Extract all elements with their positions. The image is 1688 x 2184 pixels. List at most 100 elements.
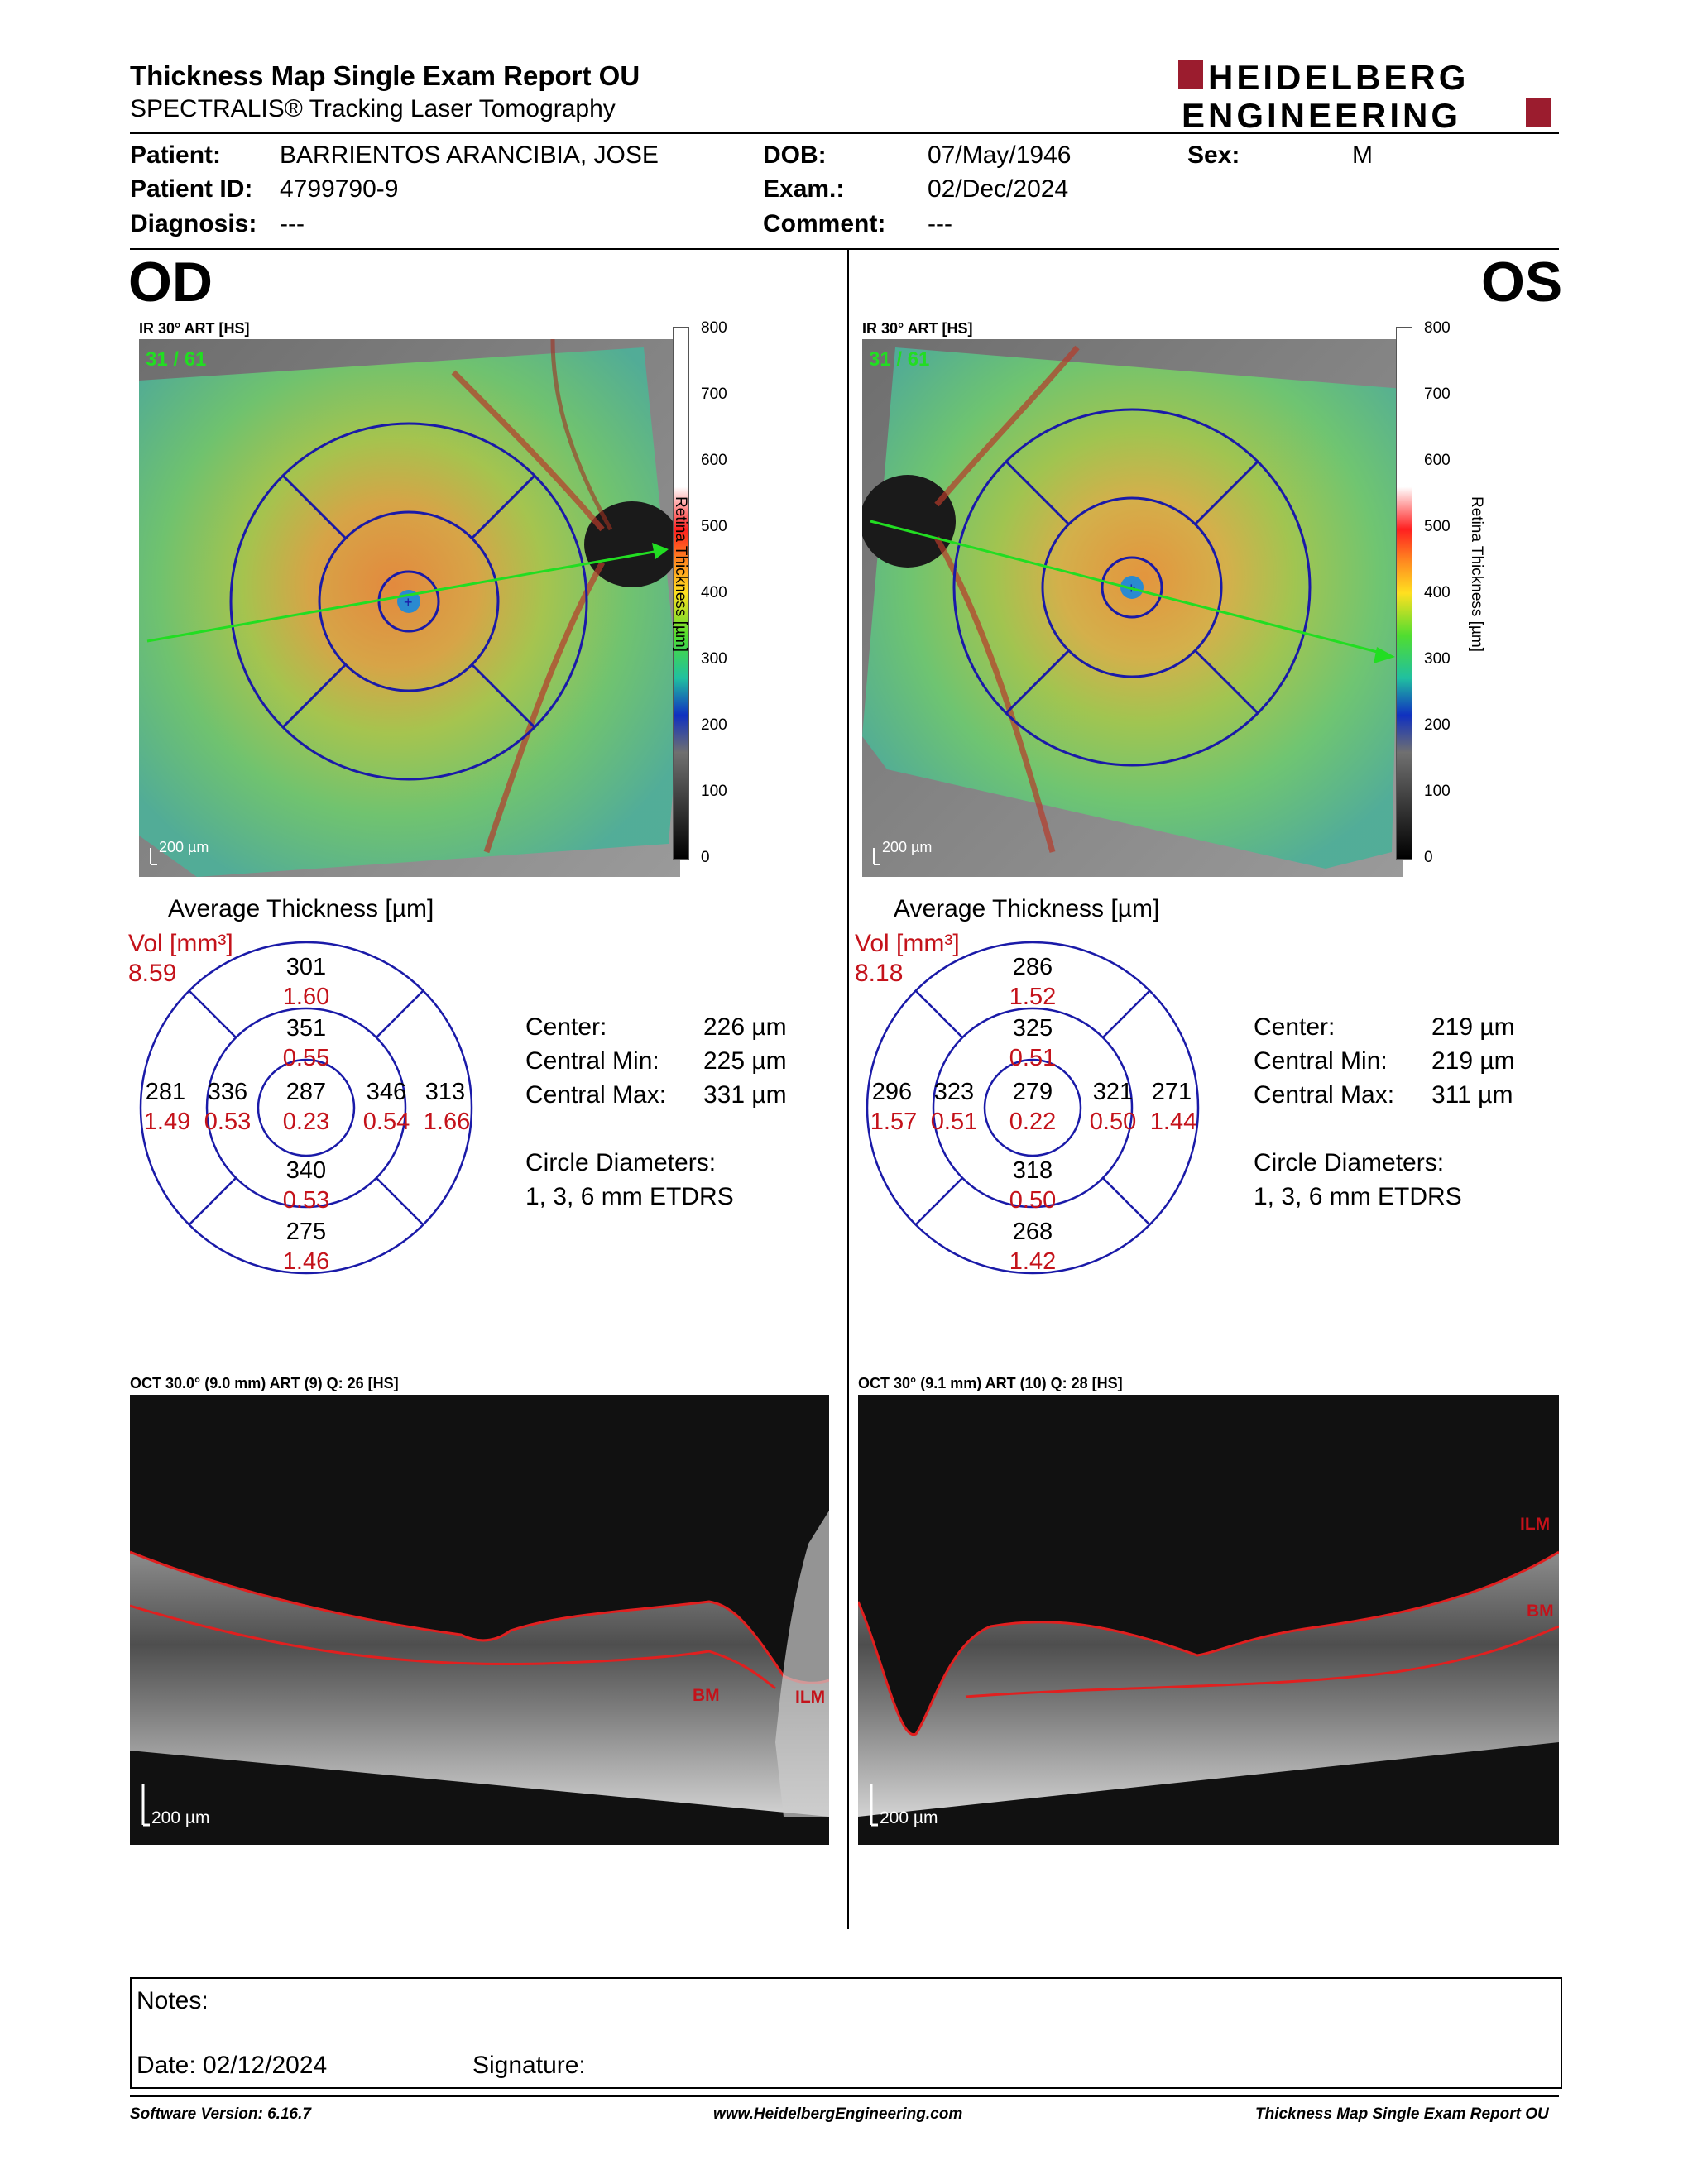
od-outer-temp-vol: 1.49	[144, 1109, 190, 1135]
svg-text:200: 200	[701, 716, 727, 734]
svg-text:0: 0	[1424, 849, 1433, 866]
os-oct-label: OCT 30° (9.1 mm) ART (10) Q: 28 [HS]	[858, 1375, 1123, 1391]
od-outer-sup-vol: 1.60	[283, 984, 329, 1010]
od-thickness-map: + 31 / 61 200 µm	[139, 339, 680, 877]
od-cmax-label: Central Max:	[525, 1081, 667, 1109]
svg-text:0: 0	[701, 849, 710, 866]
os-inner-temp-vol: 0.51	[931, 1109, 977, 1135]
logo-text-2: ENGINEERING	[1182, 96, 1461, 131]
os-outer-temp-thick: 296	[872, 1079, 912, 1105]
svg-text:100: 100	[701, 783, 727, 800]
svg-text:200: 200	[1424, 716, 1451, 734]
patient-label: Patient:	[130, 141, 222, 169]
os-avg-title: Average Thickness [µm]	[894, 895, 1160, 922]
os-circle-value: 1, 3, 6 mm ETDRS	[1254, 1183, 1462, 1210]
dob-label: DOB:	[763, 141, 827, 169]
svg-text:400: 400	[701, 584, 727, 601]
svg-text:700: 700	[1424, 386, 1451, 403]
od-avg-title: Average Thickness [µm]	[168, 895, 434, 922]
od-outer-nasal-vol: 1.66	[424, 1109, 470, 1135]
svg-text:800: 800	[701, 319, 727, 337]
os-etdrs-grid: 286 1.52 325 0.51 296 1.57 323 0.51 279 …	[866, 941, 1200, 1275]
od-cmin-value: 225 µm	[703, 1047, 787, 1075]
od-outer-inf-thick: 275	[286, 1219, 326, 1245]
exam-label: Exam.:	[763, 175, 845, 203]
od-oct-label: OCT 30.0° (9.0 mm) ART (9) Q: 26 [HS]	[130, 1375, 399, 1391]
date-label: Date: 02/12/2024	[137, 2052, 328, 2079]
od-outer-nasal-thick: 313	[425, 1079, 465, 1105]
os-outer-nasal-vol: 1.44	[1150, 1109, 1196, 1135]
os-cmin-label: Central Min:	[1254, 1047, 1388, 1075]
exam-value: 02/Dec/2024	[928, 175, 1069, 203]
os-outer-sup-vol: 1.52	[1009, 984, 1056, 1010]
footer-rule	[130, 2095, 1559, 2097]
os-inner-inf-thick: 318	[1013, 1157, 1053, 1184]
od-outer-temp-thick: 281	[146, 1079, 185, 1105]
svg-text:600: 600	[1424, 452, 1451, 469]
info-rule	[130, 248, 1559, 250]
os-circle-label: Circle Diameters:	[1254, 1149, 1445, 1176]
os-inner-sup-vol: 0.51	[1009, 1045, 1056, 1071]
od-inner-temp-thick: 336	[208, 1079, 247, 1105]
svg-text:400: 400	[1424, 584, 1451, 601]
eye-label-os: OS	[1481, 251, 1563, 314]
heidelberg-logo: HEIDELBERG ENGINEERING	[1178, 58, 1551, 131]
os-center-value: 219 µm	[1431, 1013, 1515, 1041]
od-etdrs-grid: 301 1.60 351 0.55 281 1.49 336 0.53 287 …	[139, 941, 473, 1275]
os-outer-sup-thick: 286	[1013, 954, 1053, 980]
os-inner-sup-thick: 325	[1013, 1015, 1053, 1042]
od-inner-sup-vol: 0.55	[283, 1045, 329, 1071]
os-scale-label: Retina Thickness [µm]	[1468, 496, 1485, 652]
diagnosis-value: ---	[280, 210, 305, 237]
od-cmin-label: Central Min:	[525, 1047, 659, 1075]
od-inner-sup-thick: 351	[286, 1015, 326, 1042]
sex-value: M	[1352, 141, 1373, 169]
os-oct-scalebar: 200 µm	[880, 1808, 938, 1827]
svg-text:500: 500	[1424, 518, 1451, 535]
footer-website[interactable]: www.HeidelbergEngineering.com	[713, 2105, 963, 2123]
svg-text:700: 700	[701, 386, 727, 403]
od-scale-ticks: 800 700 600 500 400 300 200 100 0	[701, 319, 727, 866]
patient-id-label: Patient ID:	[130, 175, 253, 203]
svg-text:+: +	[404, 594, 413, 611]
svg-text:500: 500	[701, 518, 727, 535]
logo-block-bottom	[1526, 98, 1551, 127]
report-subtitle: SPECTRALIS® Tracking Laser Tomography	[130, 95, 616, 122]
od-vol-label: Vol [mm³]	[128, 930, 233, 957]
od-inner-inf-vol: 0.53	[283, 1187, 329, 1214]
os-oct-bscan: ILM BM 200 µm	[858, 1395, 1559, 1845]
od-inner-temp-vol: 0.53	[204, 1109, 251, 1135]
svg-text:300: 300	[701, 650, 727, 668]
od-ir-label: IR 30° ART [HS]	[139, 320, 250, 337]
os-inner-inf-vol: 0.50	[1009, 1187, 1056, 1214]
od-vol-value: 8.59	[128, 960, 177, 987]
od-inner-nasal-thick: 346	[367, 1079, 406, 1105]
diagnosis-label: Diagnosis:	[130, 210, 257, 237]
logo-block-top	[1178, 60, 1203, 89]
eye-label-od: OD	[128, 251, 213, 314]
os-vol-label: Vol [mm³]	[855, 930, 960, 957]
od-center-label: Center:	[525, 1013, 607, 1041]
od-scale-label: Retina Thickness [µm]	[672, 496, 689, 652]
header-rule	[130, 132, 1559, 134]
os-outer-nasal-thick: 271	[1152, 1079, 1192, 1105]
os-frames: 31 / 61	[869, 348, 929, 371]
sex-label: Sex:	[1187, 141, 1240, 169]
footer-software: Software Version: 6.16.7	[130, 2105, 311, 2123]
logo-text-1: HEIDELBERG	[1208, 58, 1469, 97]
od-color-scale	[673, 327, 689, 860]
od-map-scalebar: 200 µm	[159, 839, 209, 855]
notes-box: Notes: Date: 02/12/2024 Signature:	[130, 1977, 1562, 2089]
os-ir-label: IR 30° ART [HS]	[862, 320, 973, 337]
os-outer-temp-vol: 1.57	[870, 1109, 917, 1135]
os-center-thick: 279	[1013, 1079, 1053, 1105]
signature-label: Signature:	[472, 2052, 586, 2079]
os-color-scale	[1396, 327, 1412, 860]
od-center-value: 226 µm	[703, 1013, 787, 1041]
os-outer-inf-thick: 268	[1013, 1219, 1053, 1245]
od-center-thick: 287	[286, 1079, 326, 1105]
os-map-scalebar: 200 µm	[882, 839, 932, 855]
os-bm-label: BM	[1527, 1602, 1554, 1621]
od-ilm-label: ILM	[795, 1688, 825, 1707]
svg-text:600: 600	[701, 452, 727, 469]
